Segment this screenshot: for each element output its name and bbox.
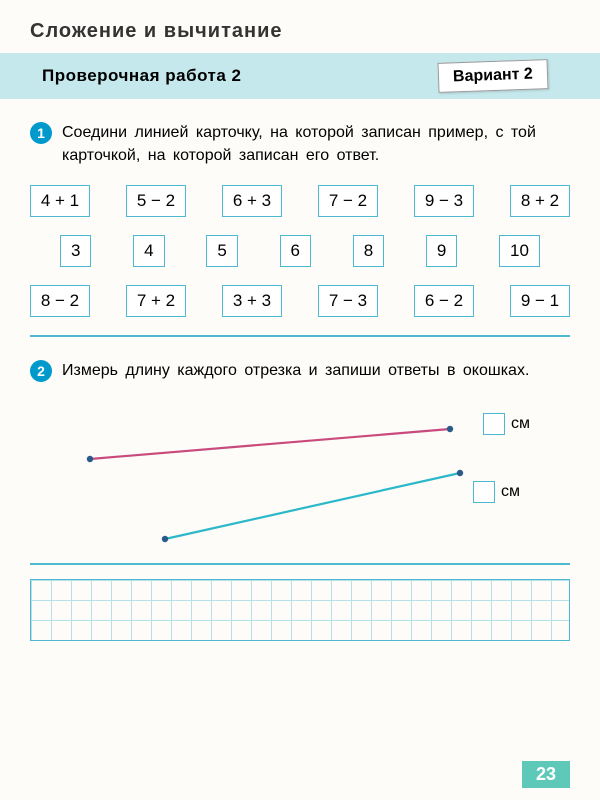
- task-1: 1 Соедини линией карточку, на которой за…: [30, 121, 570, 317]
- answer-card: 9: [426, 235, 457, 267]
- expression-card: 9 − 1: [510, 285, 570, 317]
- expression-card: 6 + 3: [222, 185, 282, 217]
- answer-grid[interactable]: [30, 579, 570, 641]
- answer-box[interactable]: [473, 481, 495, 503]
- answer-card: 4: [133, 235, 164, 267]
- segments-diagram: см см: [30, 401, 570, 551]
- expression-card: 8 − 2: [30, 285, 90, 317]
- variant-label: Вариант 2: [438, 59, 549, 93]
- task-number-bullet: 2: [30, 360, 52, 382]
- task-1-instruction: Соедини линией карточку, на которой запи…: [62, 121, 570, 167]
- divider: [30, 335, 570, 337]
- expression-card: 6 − 2: [414, 285, 474, 317]
- answer-row: 3 4 5 6 8 9 10: [30, 235, 570, 267]
- chapter-title: Сложение и вычитание: [30, 20, 570, 43]
- header-bar: Проверочная работа 2 Вариант 2: [0, 53, 600, 99]
- answer-box[interactable]: [483, 413, 505, 435]
- expression-row-bottom: 8 − 2 7 + 2 3 + 3 7 − 3 6 − 2 9 − 1: [30, 285, 570, 317]
- expression-card: 7 − 3: [318, 285, 378, 317]
- answer-card: 8: [353, 235, 384, 267]
- unit-label: см: [501, 483, 520, 501]
- expression-card: 5 − 2: [126, 185, 186, 217]
- answer-card: 5: [206, 235, 237, 267]
- expression-row-top: 4 + 1 5 − 2 6 + 3 7 − 2 9 − 3 8 + 2: [30, 185, 570, 217]
- expression-card: 7 + 2: [126, 285, 186, 317]
- unit-label: см: [511, 415, 530, 433]
- expression-card: 4 + 1: [30, 185, 90, 217]
- answer-card: 6: [280, 235, 311, 267]
- task-2: 2 Измерь длину каждого отрезка и запиши …: [30, 359, 570, 640]
- expression-card: 9 − 3: [414, 185, 474, 217]
- answer-field-2: см: [473, 481, 520, 503]
- expression-card: 8 + 2: [510, 185, 570, 217]
- answer-card: 3: [60, 235, 91, 267]
- task-number-bullet: 1: [30, 122, 52, 144]
- divider: [30, 563, 570, 565]
- expression-card: 7 − 2: [318, 185, 378, 217]
- answer-field-1: см: [483, 413, 530, 435]
- answer-card: 10: [499, 235, 540, 267]
- expression-card: 3 + 3: [222, 285, 282, 317]
- work-title: Проверочная работа 2: [12, 66, 242, 86]
- task-2-instruction: Измерь длину каждого отрезка и запиши от…: [62, 359, 529, 382]
- page-number: 23: [522, 761, 570, 788]
